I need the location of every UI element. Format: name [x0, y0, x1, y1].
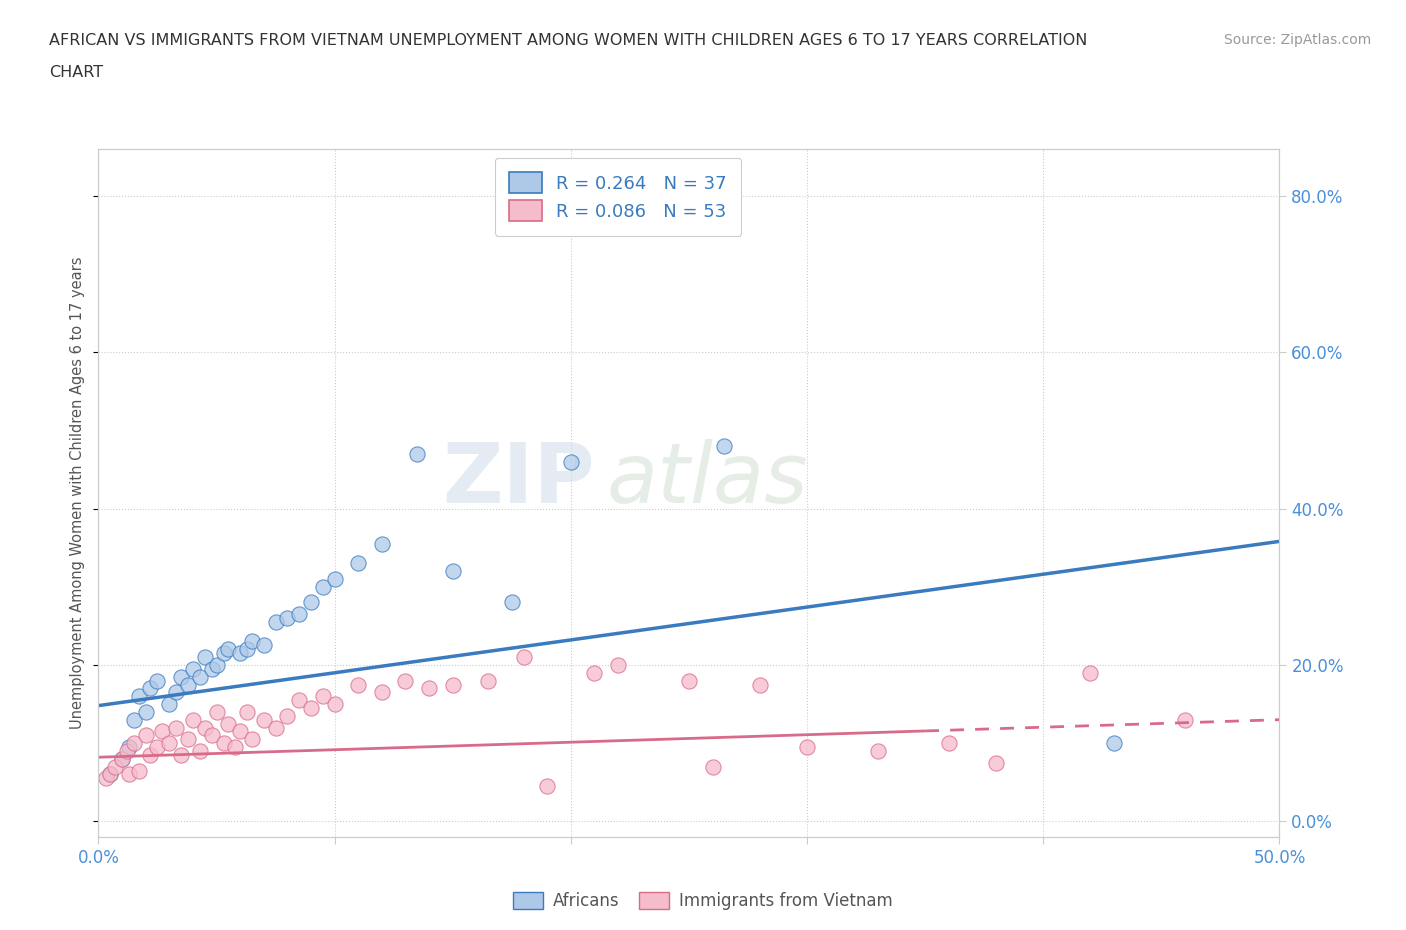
Point	[224, 739, 246, 754]
Point	[288, 693, 311, 708]
Point	[188, 744, 211, 759]
Point	[1102, 736, 1125, 751]
Point	[240, 634, 263, 649]
Point	[323, 697, 346, 711]
Point	[253, 638, 276, 653]
Point	[94, 771, 117, 786]
Point	[201, 661, 224, 676]
Point	[217, 642, 239, 657]
Point	[236, 704, 259, 719]
Point	[371, 537, 394, 551]
Point	[201, 728, 224, 743]
Point	[984, 755, 1007, 770]
Point	[512, 650, 534, 665]
Point	[236, 642, 259, 657]
Point	[104, 759, 127, 774]
Point	[299, 700, 322, 715]
Point	[139, 681, 162, 696]
Point	[866, 744, 889, 759]
Point	[122, 712, 145, 727]
Point	[394, 673, 416, 688]
Point	[146, 739, 169, 754]
Point	[312, 579, 335, 594]
Point	[177, 732, 200, 747]
Point	[288, 606, 311, 621]
Text: ZIP: ZIP	[441, 439, 595, 520]
Point	[118, 739, 141, 754]
Point	[181, 661, 204, 676]
Point	[177, 677, 200, 692]
Text: CHART: CHART	[49, 65, 103, 80]
Point	[347, 556, 370, 571]
Point	[229, 724, 252, 738]
Point	[165, 720, 187, 735]
Point	[796, 739, 818, 754]
Point	[240, 732, 263, 747]
Point	[418, 681, 440, 696]
Point	[111, 751, 134, 766]
Point	[146, 673, 169, 688]
Point	[501, 595, 523, 610]
Point	[150, 724, 173, 738]
Point	[253, 712, 276, 727]
Point	[1080, 665, 1102, 680]
Point	[1174, 712, 1197, 727]
Point	[157, 736, 180, 751]
Point	[607, 658, 630, 672]
Point	[276, 709, 298, 724]
Point	[98, 767, 121, 782]
Point	[713, 439, 735, 454]
Point	[111, 751, 134, 766]
Point	[194, 720, 217, 735]
Point	[128, 764, 150, 778]
Point	[139, 748, 162, 763]
Point	[441, 677, 464, 692]
Text: atlas: atlas	[606, 439, 808, 520]
Y-axis label: Unemployment Among Women with Children Ages 6 to 17 years: Unemployment Among Women with Children A…	[70, 257, 86, 729]
Point	[477, 673, 499, 688]
Point	[560, 454, 582, 469]
Point	[371, 684, 394, 699]
Point	[170, 748, 193, 763]
Point	[276, 611, 298, 626]
Point	[678, 673, 700, 688]
Text: AFRICAN VS IMMIGRANTS FROM VIETNAM UNEMPLOYMENT AMONG WOMEN WITH CHILDREN AGES 6: AFRICAN VS IMMIGRANTS FROM VIETNAM UNEMP…	[49, 33, 1088, 47]
Point	[323, 571, 346, 587]
Point	[135, 728, 157, 743]
Point	[170, 670, 193, 684]
Point	[205, 704, 228, 719]
Point	[702, 759, 724, 774]
Point	[264, 720, 287, 735]
Point	[181, 712, 204, 727]
Point	[299, 595, 322, 610]
Point	[441, 564, 464, 578]
Legend: Africans, Immigrants from Vietnam: Africans, Immigrants from Vietnam	[506, 885, 900, 917]
Point	[217, 716, 239, 731]
Point	[212, 645, 235, 660]
Point	[212, 736, 235, 751]
Point	[748, 677, 770, 692]
Point	[98, 767, 121, 782]
Point	[264, 615, 287, 630]
Point	[406, 446, 429, 461]
Point	[938, 736, 960, 751]
Point	[122, 736, 145, 751]
Point	[536, 778, 558, 793]
Point	[205, 658, 228, 672]
Point	[115, 744, 138, 759]
Point	[118, 767, 141, 782]
Point	[583, 665, 606, 680]
Point	[157, 697, 180, 711]
Point	[135, 704, 157, 719]
Legend: R = 0.264   N = 37, R = 0.086   N = 53: R = 0.264 N = 37, R = 0.086 N = 53	[495, 158, 741, 235]
Point	[128, 689, 150, 704]
Point	[347, 677, 370, 692]
Point	[165, 684, 187, 699]
Point	[312, 689, 335, 704]
Point	[188, 670, 211, 684]
Point	[194, 650, 217, 665]
Point	[229, 645, 252, 660]
Text: Source: ZipAtlas.com: Source: ZipAtlas.com	[1223, 33, 1371, 46]
